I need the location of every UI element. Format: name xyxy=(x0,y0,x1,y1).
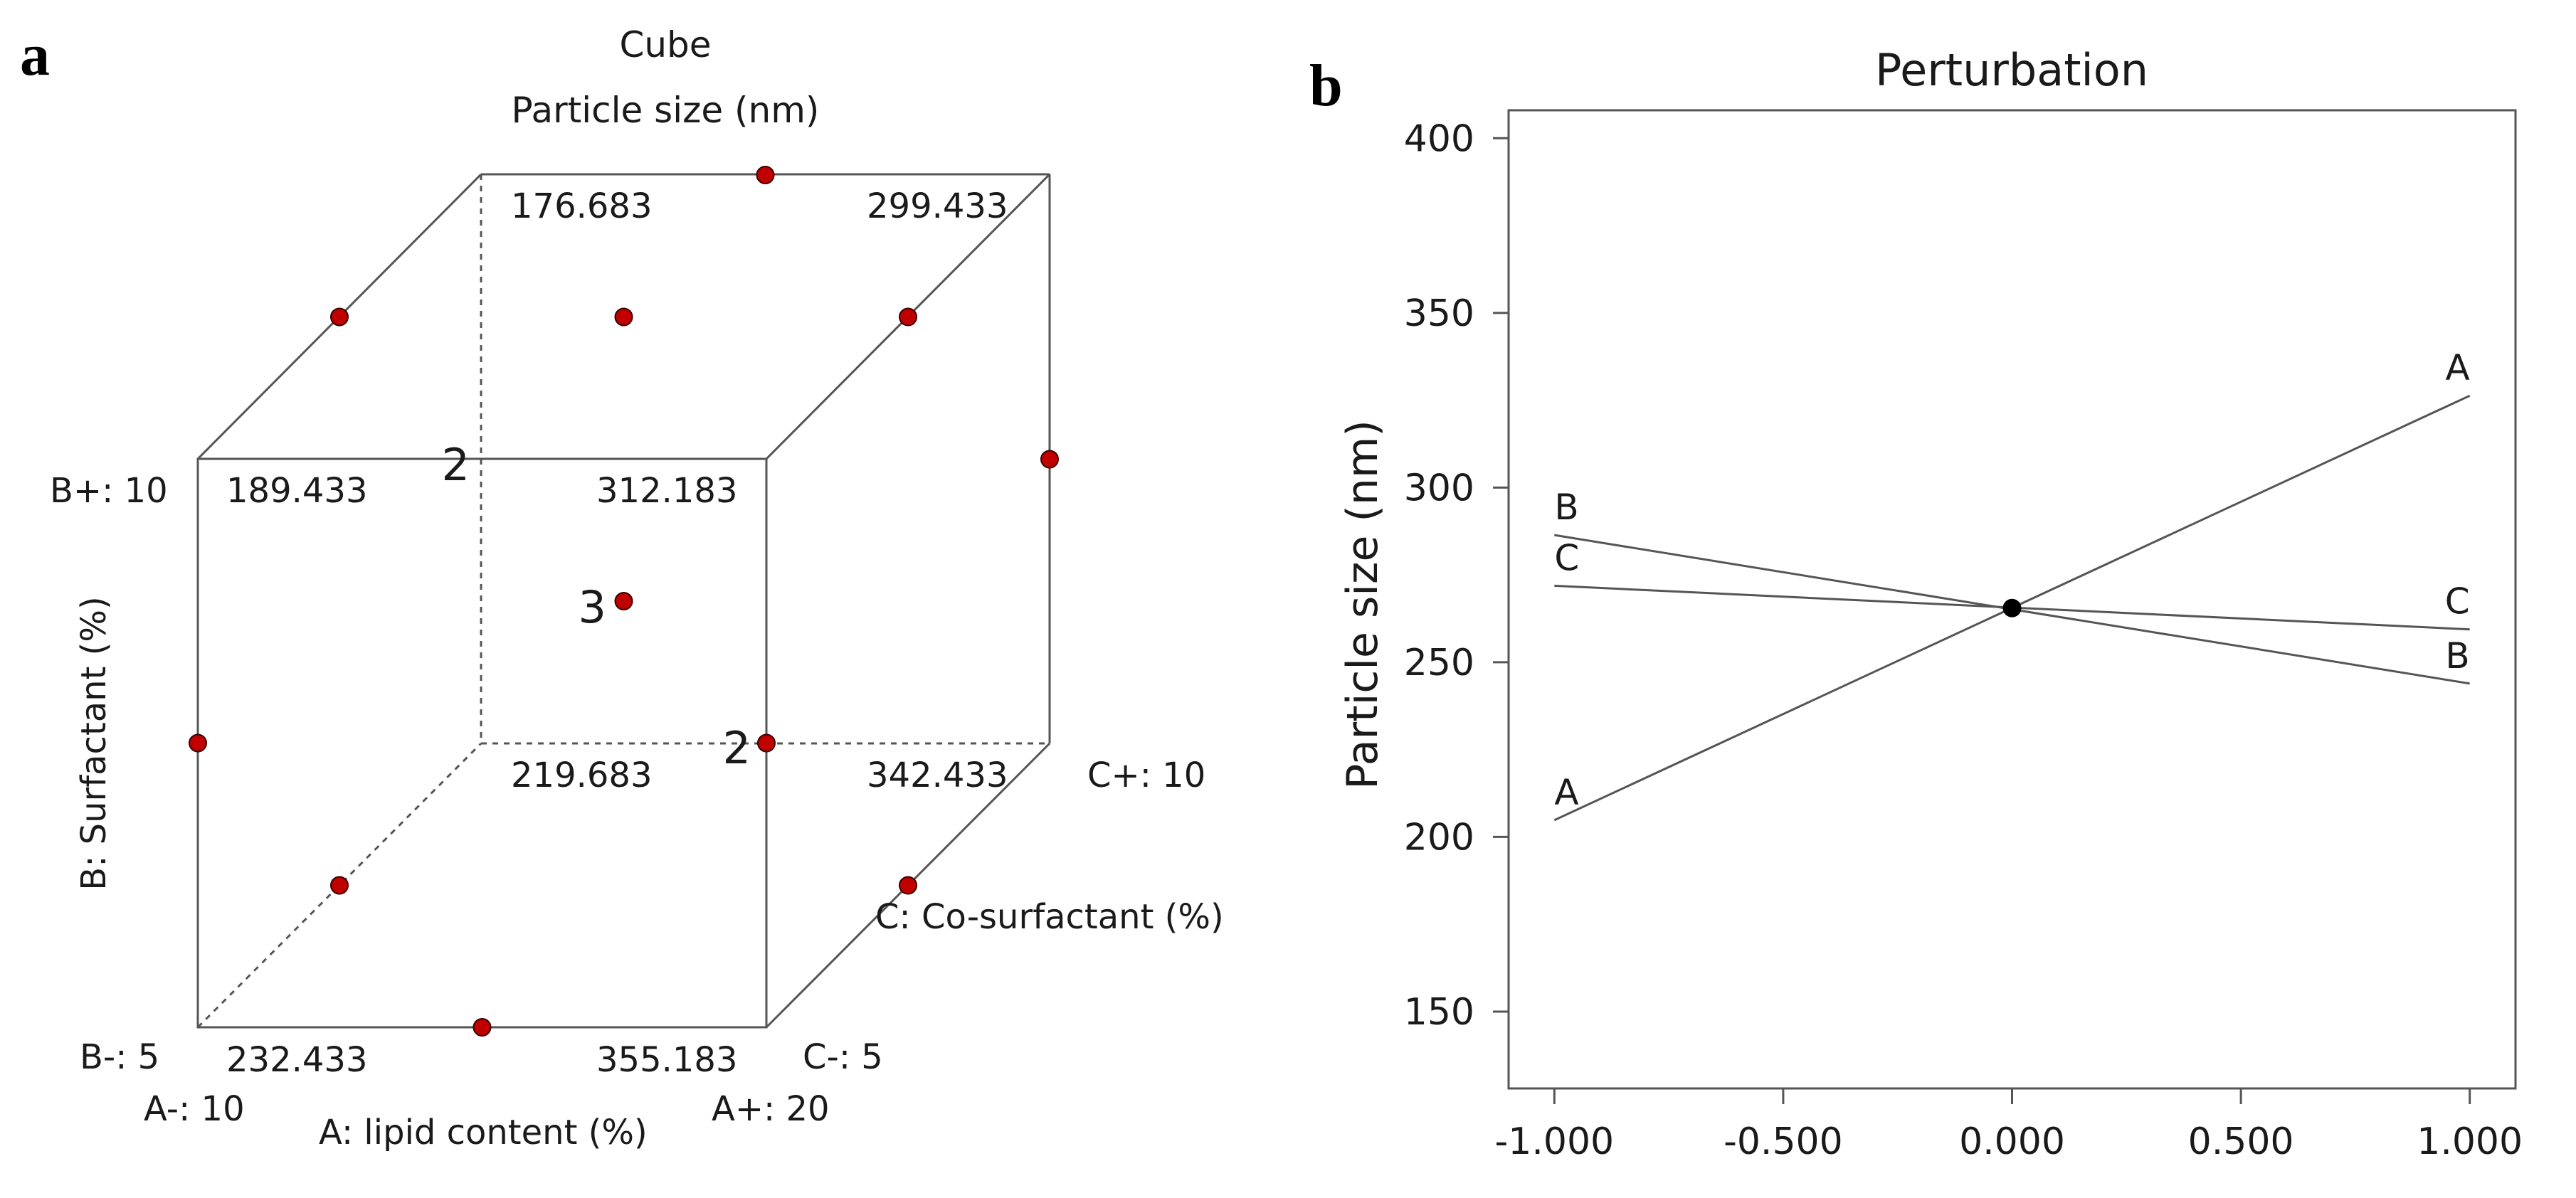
corner-value-a-low-b-high-c-low: 189.433 xyxy=(226,471,368,511)
cube-design-point xyxy=(330,876,349,895)
corner-value-a-low-b-high-c-high: 176.683 xyxy=(511,186,653,226)
cube-hidden-edges xyxy=(196,174,1050,1029)
factor-b-low-label: B-: 5 xyxy=(80,1037,159,1077)
factor-a-low-label: A-: 10 xyxy=(144,1089,245,1129)
corner-value-a-low-b-low-c-high: 219.683 xyxy=(511,756,653,795)
factor-a-axis-label: A: lipid content (%) xyxy=(319,1113,648,1152)
series-label-C-left: C xyxy=(1554,537,1579,578)
series-label-A-right: A xyxy=(2445,347,2469,388)
perturbation-title: Perturbation xyxy=(1875,44,2148,96)
factor-c-axis-label: C: Co-surfactant (%) xyxy=(875,897,1224,937)
cube-title: Cube xyxy=(619,24,711,65)
corner-value-a-high-b-low-c-high: 342.433 xyxy=(867,756,1008,795)
y-tick-label: 300 xyxy=(1404,467,1474,509)
cube-design-points xyxy=(189,166,1059,1037)
perturbation-axes: 150 200 250 300 350 400 -1.000 -0.500 0.000 0.500… xyxy=(1404,117,2523,1163)
cube-design-point xyxy=(899,876,917,895)
series-label-B-right: B xyxy=(2445,635,2469,677)
cube-design-point xyxy=(1040,450,1059,469)
replicate-label-center: 3 xyxy=(579,581,606,633)
cube-design-point xyxy=(614,307,633,327)
replicate-label-top: 2 xyxy=(442,439,470,491)
x-tick-label: 0.500 xyxy=(2188,1120,2294,1163)
y-tick-label: 200 xyxy=(1404,816,1474,859)
panel-label-a: a xyxy=(20,22,50,88)
corner-value-a-low-b-low-c-low: 232.433 xyxy=(226,1040,368,1080)
cube-hidden-diagonal xyxy=(196,742,482,1029)
cube-design-point xyxy=(473,1018,492,1037)
y-tick-label: 250 xyxy=(1404,642,1474,684)
perturbation-ylabel: Particle size (nm) xyxy=(1338,420,1388,789)
cube-subtitle: Particle size (nm) xyxy=(512,90,820,131)
cube-design-point xyxy=(899,307,917,327)
cube-design-point xyxy=(614,592,633,610)
y-tick-label: 150 xyxy=(1404,991,1474,1034)
series-label-C-right: C xyxy=(2445,581,2470,622)
x-tick-label: 0.000 xyxy=(1959,1120,2065,1163)
factor-b-high-label: B+: 10 xyxy=(50,471,168,511)
cube-design-point xyxy=(756,166,775,184)
corner-value-a-high-b-high-c-high: 299.433 xyxy=(867,186,1008,226)
series-label-B-left: B xyxy=(1554,487,1578,528)
x-tick-label: 1.000 xyxy=(2417,1120,2523,1163)
corner-value-a-high-b-high-c-low: 312.183 xyxy=(596,471,738,511)
x-tick-label: -1.000 xyxy=(1494,1120,1614,1163)
y-tick-label: 350 xyxy=(1404,292,1474,335)
cube-design-point xyxy=(757,733,776,753)
panel-a-cube: a Cube Particle size (nm) 176.683 299.43… xyxy=(20,22,1224,1152)
panel-b-perturbation: b Perturbation Particle size (nm) 150 200… xyxy=(1309,44,2523,1163)
series-label-A-left: A xyxy=(1554,772,1578,813)
panel-label-b: b xyxy=(1309,53,1343,119)
cube-design-point xyxy=(330,307,349,327)
factor-b-axis-label: B: Surfactant (%) xyxy=(74,596,114,890)
factor-c-high-label: C+: 10 xyxy=(1087,756,1205,795)
corner-value-a-high-b-low-c-low: 355.183 xyxy=(596,1040,738,1080)
factor-c-low-label: C-: 5 xyxy=(803,1037,883,1077)
replicate-label-right: 2 xyxy=(723,722,751,774)
factor-a-high-label: A+: 20 xyxy=(712,1089,830,1129)
y-tick-label: 400 xyxy=(1404,117,1474,160)
cube-design-point xyxy=(189,733,207,753)
x-tick-label: -0.500 xyxy=(1724,1120,1843,1163)
reference-point xyxy=(2002,598,2022,617)
